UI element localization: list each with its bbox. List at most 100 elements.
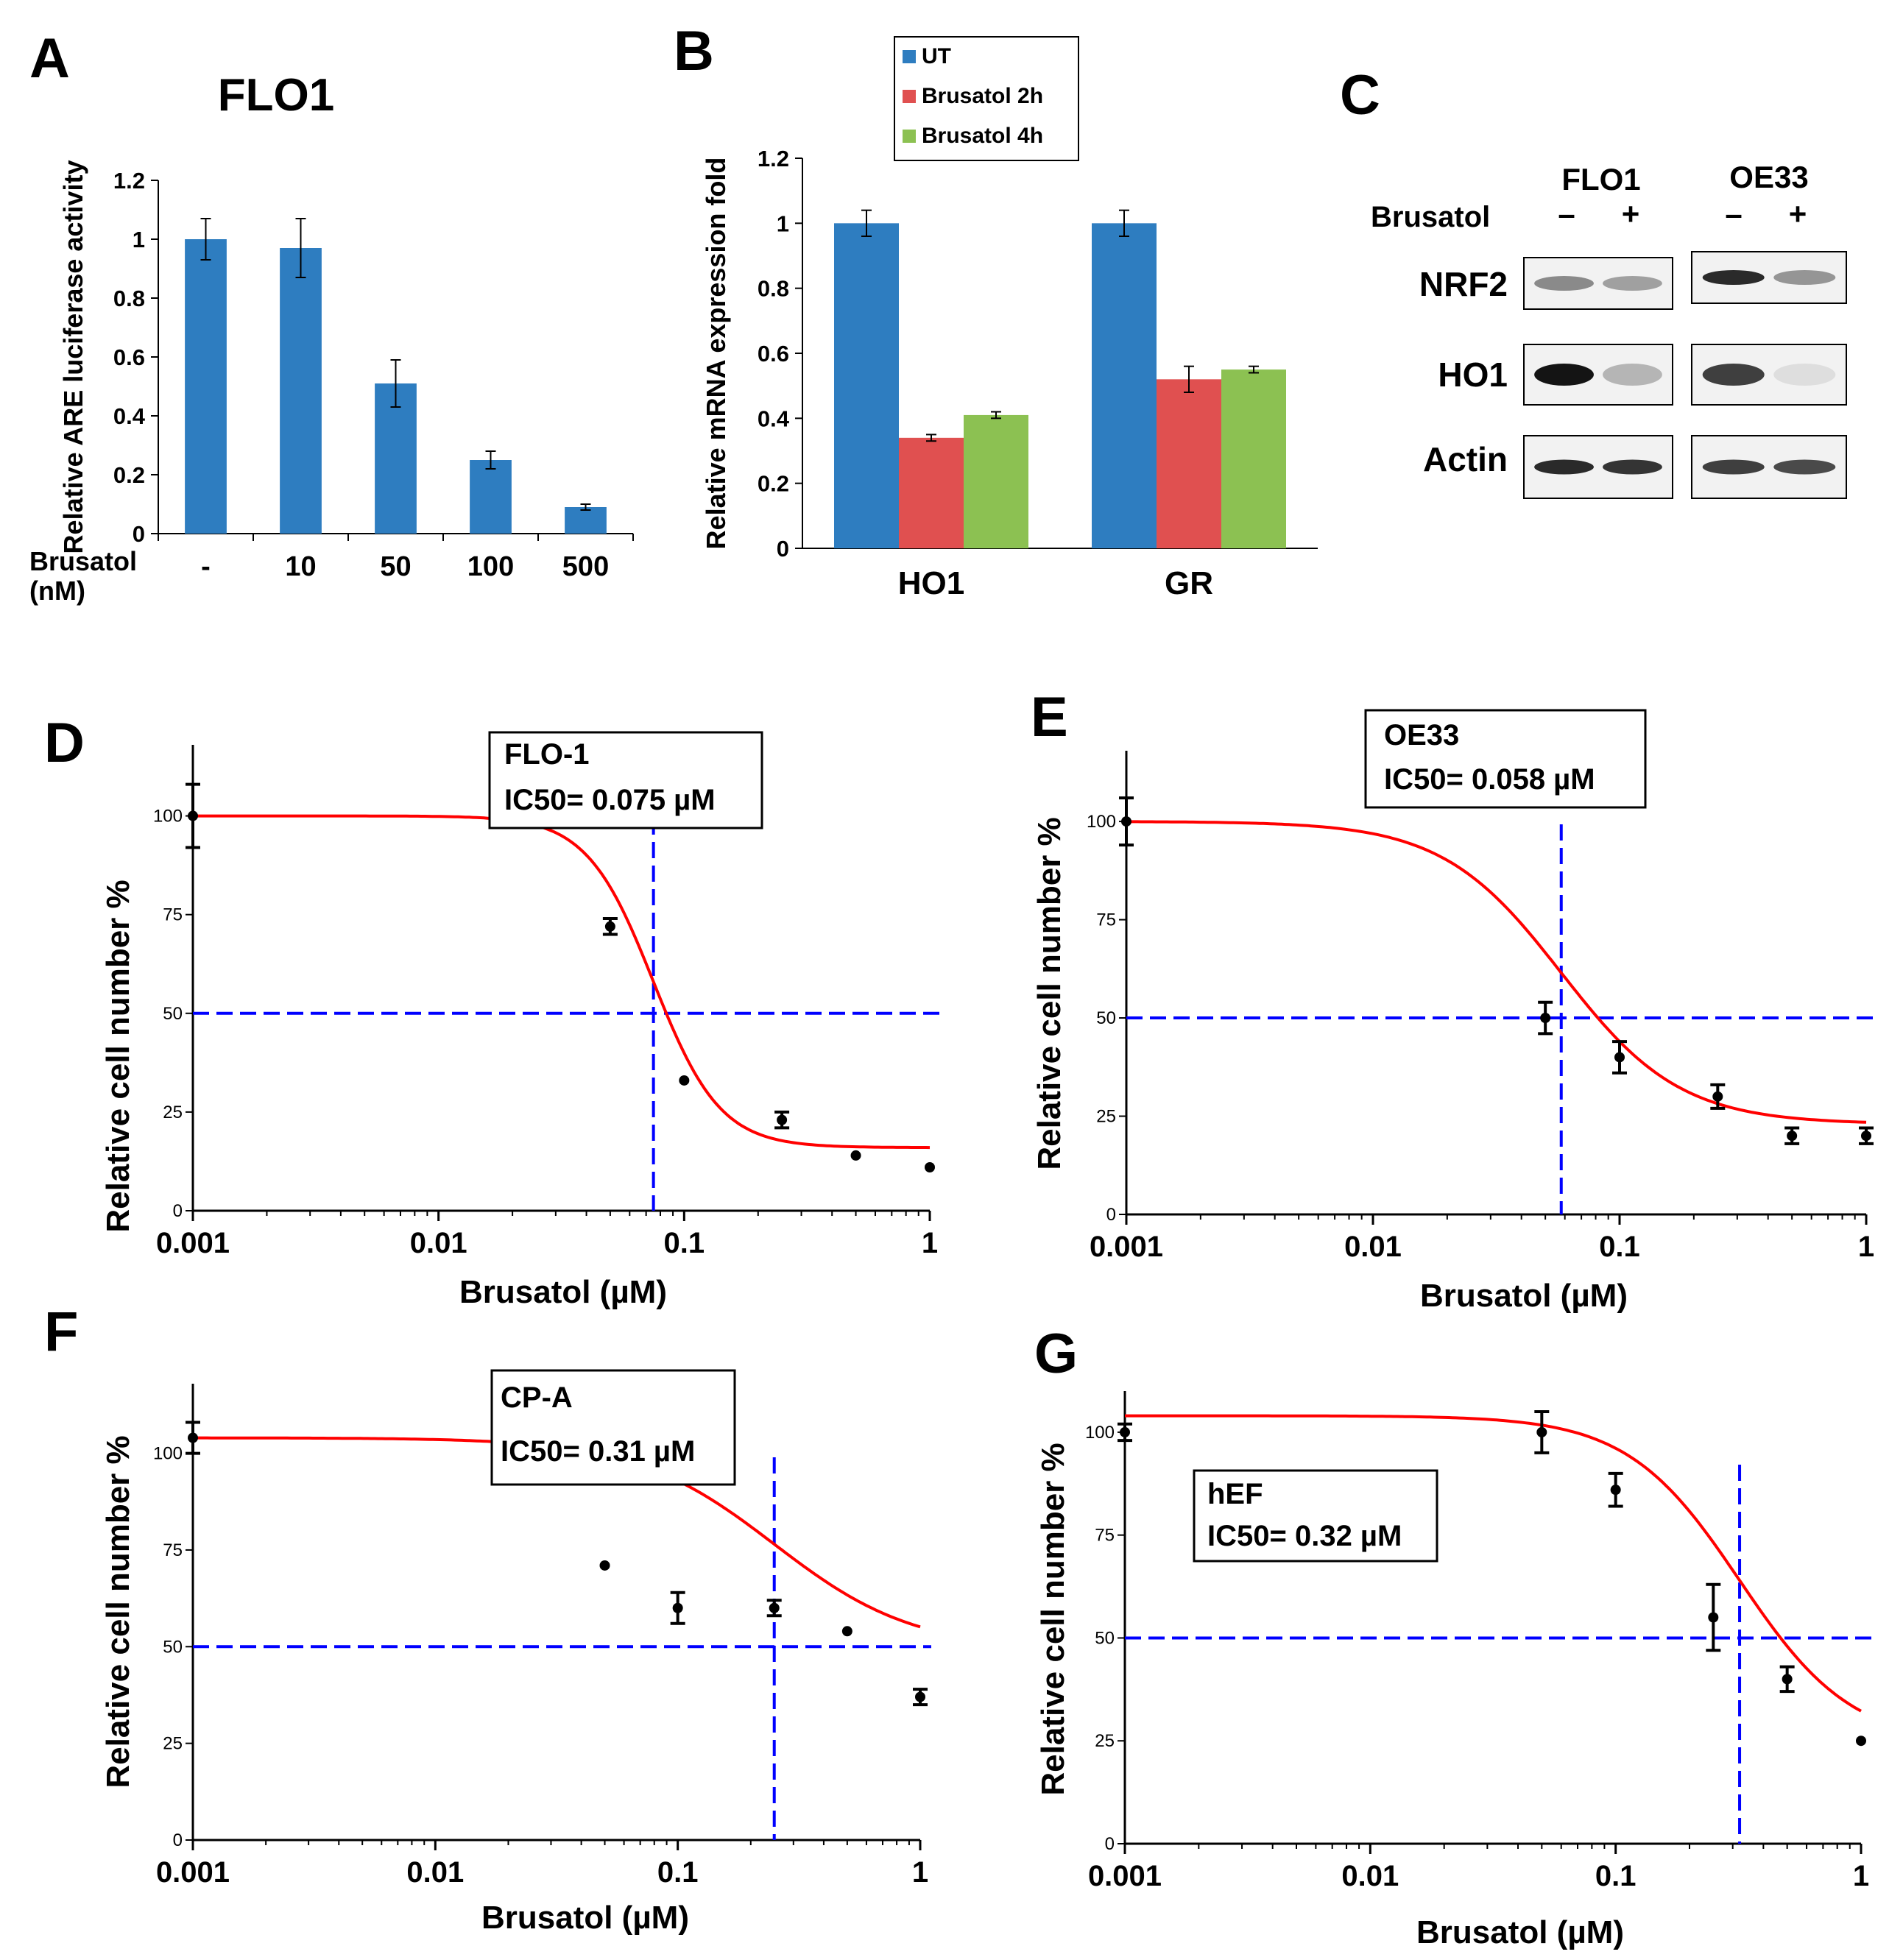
chart-b-bar — [1092, 223, 1157, 548]
blot-band — [1773, 270, 1836, 285]
blot-bands — [1523, 251, 1847, 499]
chart-a-xtick-label: 500 — [562, 551, 609, 582]
chart-e-xtick-label: 0.001 — [1090, 1231, 1163, 1263]
chart-b-ytick-label: 0.4 — [758, 406, 790, 431]
panel-letter-b: B — [674, 20, 714, 82]
blot-row-label-actin: Actin — [1423, 440, 1508, 478]
chart-b-ylabel: Relative mRNA expression fold — [701, 158, 731, 550]
panel-g: G Relative cell number % Brusatol (µM) 0… — [1034, 1323, 1872, 1950]
legend-label-ut: UT — [922, 44, 951, 68]
blot-lane-2-sign: + — [1622, 197, 1640, 231]
chart-a-xtick-label: 10 — [285, 551, 316, 582]
blot-row-label-ho1: HO1 — [1438, 355, 1508, 394]
chart-b-ytick-label: 1 — [777, 210, 789, 236]
blot-lane-3-sign: – — [1725, 197, 1742, 231]
chart-g-xtick-label: 0.001 — [1088, 1860, 1162, 1892]
chart-g-ytick-label: 75 — [1095, 1526, 1115, 1546]
chart-e-point — [1861, 1131, 1871, 1142]
chart-d-ytick-label: 100 — [153, 807, 183, 827]
chart-f-point — [915, 1691, 925, 1702]
blot-band — [1773, 364, 1836, 386]
panel-f: F Relative cell number % Brusatol (µM) 0… — [44, 1301, 931, 1936]
chart-d-xtick-label: 0.1 — [664, 1227, 705, 1259]
chart-b-bar — [1157, 379, 1221, 548]
chart-e-ytick-label: 100 — [1087, 812, 1116, 832]
chart-b-ytick-label: 0.2 — [758, 471, 789, 497]
chart-e-point — [1121, 816, 1131, 827]
chart-g-point — [1120, 1426, 1130, 1437]
blot-band — [1603, 276, 1662, 291]
chart-d-point — [188, 810, 198, 821]
chart-e-ytick-label: 50 — [1096, 1008, 1116, 1028]
chart-a-ytick-label: 1 — [133, 227, 145, 252]
chart-a-ytick-label: 0.4 — [113, 403, 146, 429]
chart-d-ic50-label: IC50= 0.075 µM — [504, 784, 716, 816]
chart-f-point — [599, 1560, 610, 1571]
legend-label-2h: Brusatol 2h — [922, 84, 1043, 108]
chart-f-point — [841, 1626, 852, 1637]
chart-f-xtick-label: 0.1 — [657, 1856, 699, 1889]
chart-a-xlabel-line1: Brusatol — [29, 546, 137, 576]
chart-b-bar — [899, 437, 964, 548]
chart-g-ytick-label: 25 — [1095, 1731, 1115, 1751]
chart-a-bar — [565, 507, 607, 534]
chart-e-cell-line: OE33 — [1384, 719, 1459, 751]
panel-letter-d: D — [44, 712, 85, 774]
legend-box — [894, 36, 1079, 161]
panel-letter-f: F — [44, 1301, 78, 1363]
chart-g-cell-line: hEF — [1207, 1478, 1263, 1510]
chart-e-annotation-box — [1364, 709, 1647, 809]
chart-g-ic50-label: IC50= 0.32 µM — [1207, 1520, 1402, 1552]
chart-b-ytick-label: 0.8 — [758, 276, 789, 302]
chart-b-bar — [1221, 369, 1286, 548]
chart-f-ytick-label: 50 — [163, 1637, 183, 1657]
chart-f-cell-line: CP-A — [501, 1381, 573, 1414]
blot-treatment-label: Brusatol — [1371, 201, 1490, 233]
chart-d-fit-curve — [193, 814, 931, 1150]
chart-f-ytick-label: 0 — [173, 1830, 183, 1850]
blot-band — [1773, 459, 1836, 475]
chart-f-xtick-label: 0.01 — [406, 1856, 464, 1889]
chart-b-legend: UT Brusatol 2h Brusatol 4h — [894, 36, 1079, 161]
chart-d-ytick-label: 75 — [163, 905, 183, 925]
chart-g-point — [1536, 1426, 1547, 1437]
chart-e-ytick-label: 0 — [1106, 1205, 1116, 1225]
chart-e-xlabel: Brusatol (µM) — [1420, 1278, 1628, 1314]
chart-f-xlabel: Brusatol (µM) — [481, 1900, 689, 1936]
panel-c-western-blot: C FLO1 OE33 Brusatol – + – + NRF2 HO1 Ac… — [1340, 64, 1847, 499]
chart-e-point — [1787, 1131, 1798, 1142]
chart-f-ic50-label: IC50= 0.31 µM — [501, 1435, 695, 1468]
panel-e: E Relative cell number % Brusatol (µM) 0… — [1031, 686, 1877, 1314]
chart-g-ytick-label: 100 — [1085, 1423, 1115, 1443]
chart-g-axes: 0 25 50 75 100 0.001 0.01 0.1 1 — [1085, 1391, 1872, 1892]
chart-f-point — [188, 1432, 198, 1443]
chart-a-ytick-label: 0.6 — [113, 344, 145, 370]
chart-a-xtick-label: 100 — [467, 551, 514, 582]
chart-f-ytick-label: 25 — [163, 1734, 183, 1754]
chart-d-xtick-label: 0.01 — [410, 1227, 467, 1259]
chart-g-annotation-box — [1193, 1469, 1438, 1563]
blot-band — [1534, 364, 1594, 386]
chart-e-point — [1540, 1013, 1551, 1024]
panel-letter-e: E — [1031, 686, 1068, 749]
panel-a: A FLO1 Relative ARE luciferase activity … — [29, 27, 634, 606]
chart-f-ytick-label: 75 — [163, 1540, 183, 1560]
chart-a-ytick-label: 0.2 — [113, 462, 145, 488]
chart-a-axes: 0 0.2 0.4 0.6 0.8 1 1.2 - 10 50 100 500 — [113, 168, 634, 582]
panel-d: D Relative cell number % Brusatol (µM) 0… — [44, 712, 941, 1310]
panel-letter-g: G — [1034, 1323, 1078, 1385]
chart-d-cell-line: FLO-1 — [504, 738, 590, 771]
legend-swatch-ut — [903, 50, 916, 63]
blot-band — [1534, 459, 1594, 475]
blot-band — [1534, 276, 1594, 291]
chart-b-bar — [834, 223, 899, 548]
chart-e-ytick-label: 75 — [1096, 910, 1116, 930]
chart-d-ytick-label: 25 — [163, 1103, 183, 1122]
chart-g-xtick-label: 0.1 — [1595, 1860, 1637, 1892]
legend-swatch-2h — [903, 90, 916, 103]
chart-a-bar — [280, 248, 322, 534]
chart-a-ytick-label: 0 — [133, 521, 145, 547]
chart-g-xtick-label: 1 — [1853, 1860, 1869, 1892]
legend-label-4h: Brusatol 4h — [922, 124, 1043, 148]
